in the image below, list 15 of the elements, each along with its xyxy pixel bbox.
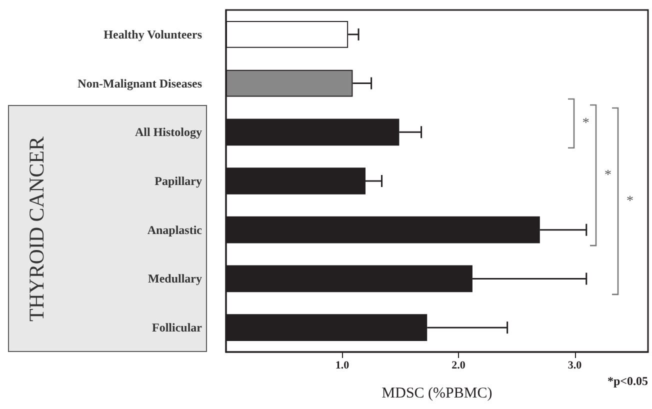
x-axis-title: MDSC (%PBMC) [382, 386, 492, 402]
annotation: * [604, 168, 612, 184]
y-tick-label: Follicular [152, 320, 203, 335]
x-tick-label: 2.0 [452, 360, 466, 372]
annotation: * [582, 116, 590, 132]
y-tick-label: Non-Malignant Diseases [78, 76, 202, 90]
y-tick-label: Anaplastic [147, 222, 203, 237]
y-tick-label: All Histology [134, 125, 202, 140]
text: *p<0.05 [607, 374, 648, 389]
x-tick-label: 3.0 [568, 360, 582, 372]
x-tick-label: 1.0 [335, 360, 350, 372]
y-tick-label: Papillary [154, 174, 202, 188]
y-tick-label: Medullary [148, 272, 202, 286]
annotation: * [626, 194, 634, 210]
y-tick-label: Healthy Volunteers [104, 27, 202, 42]
